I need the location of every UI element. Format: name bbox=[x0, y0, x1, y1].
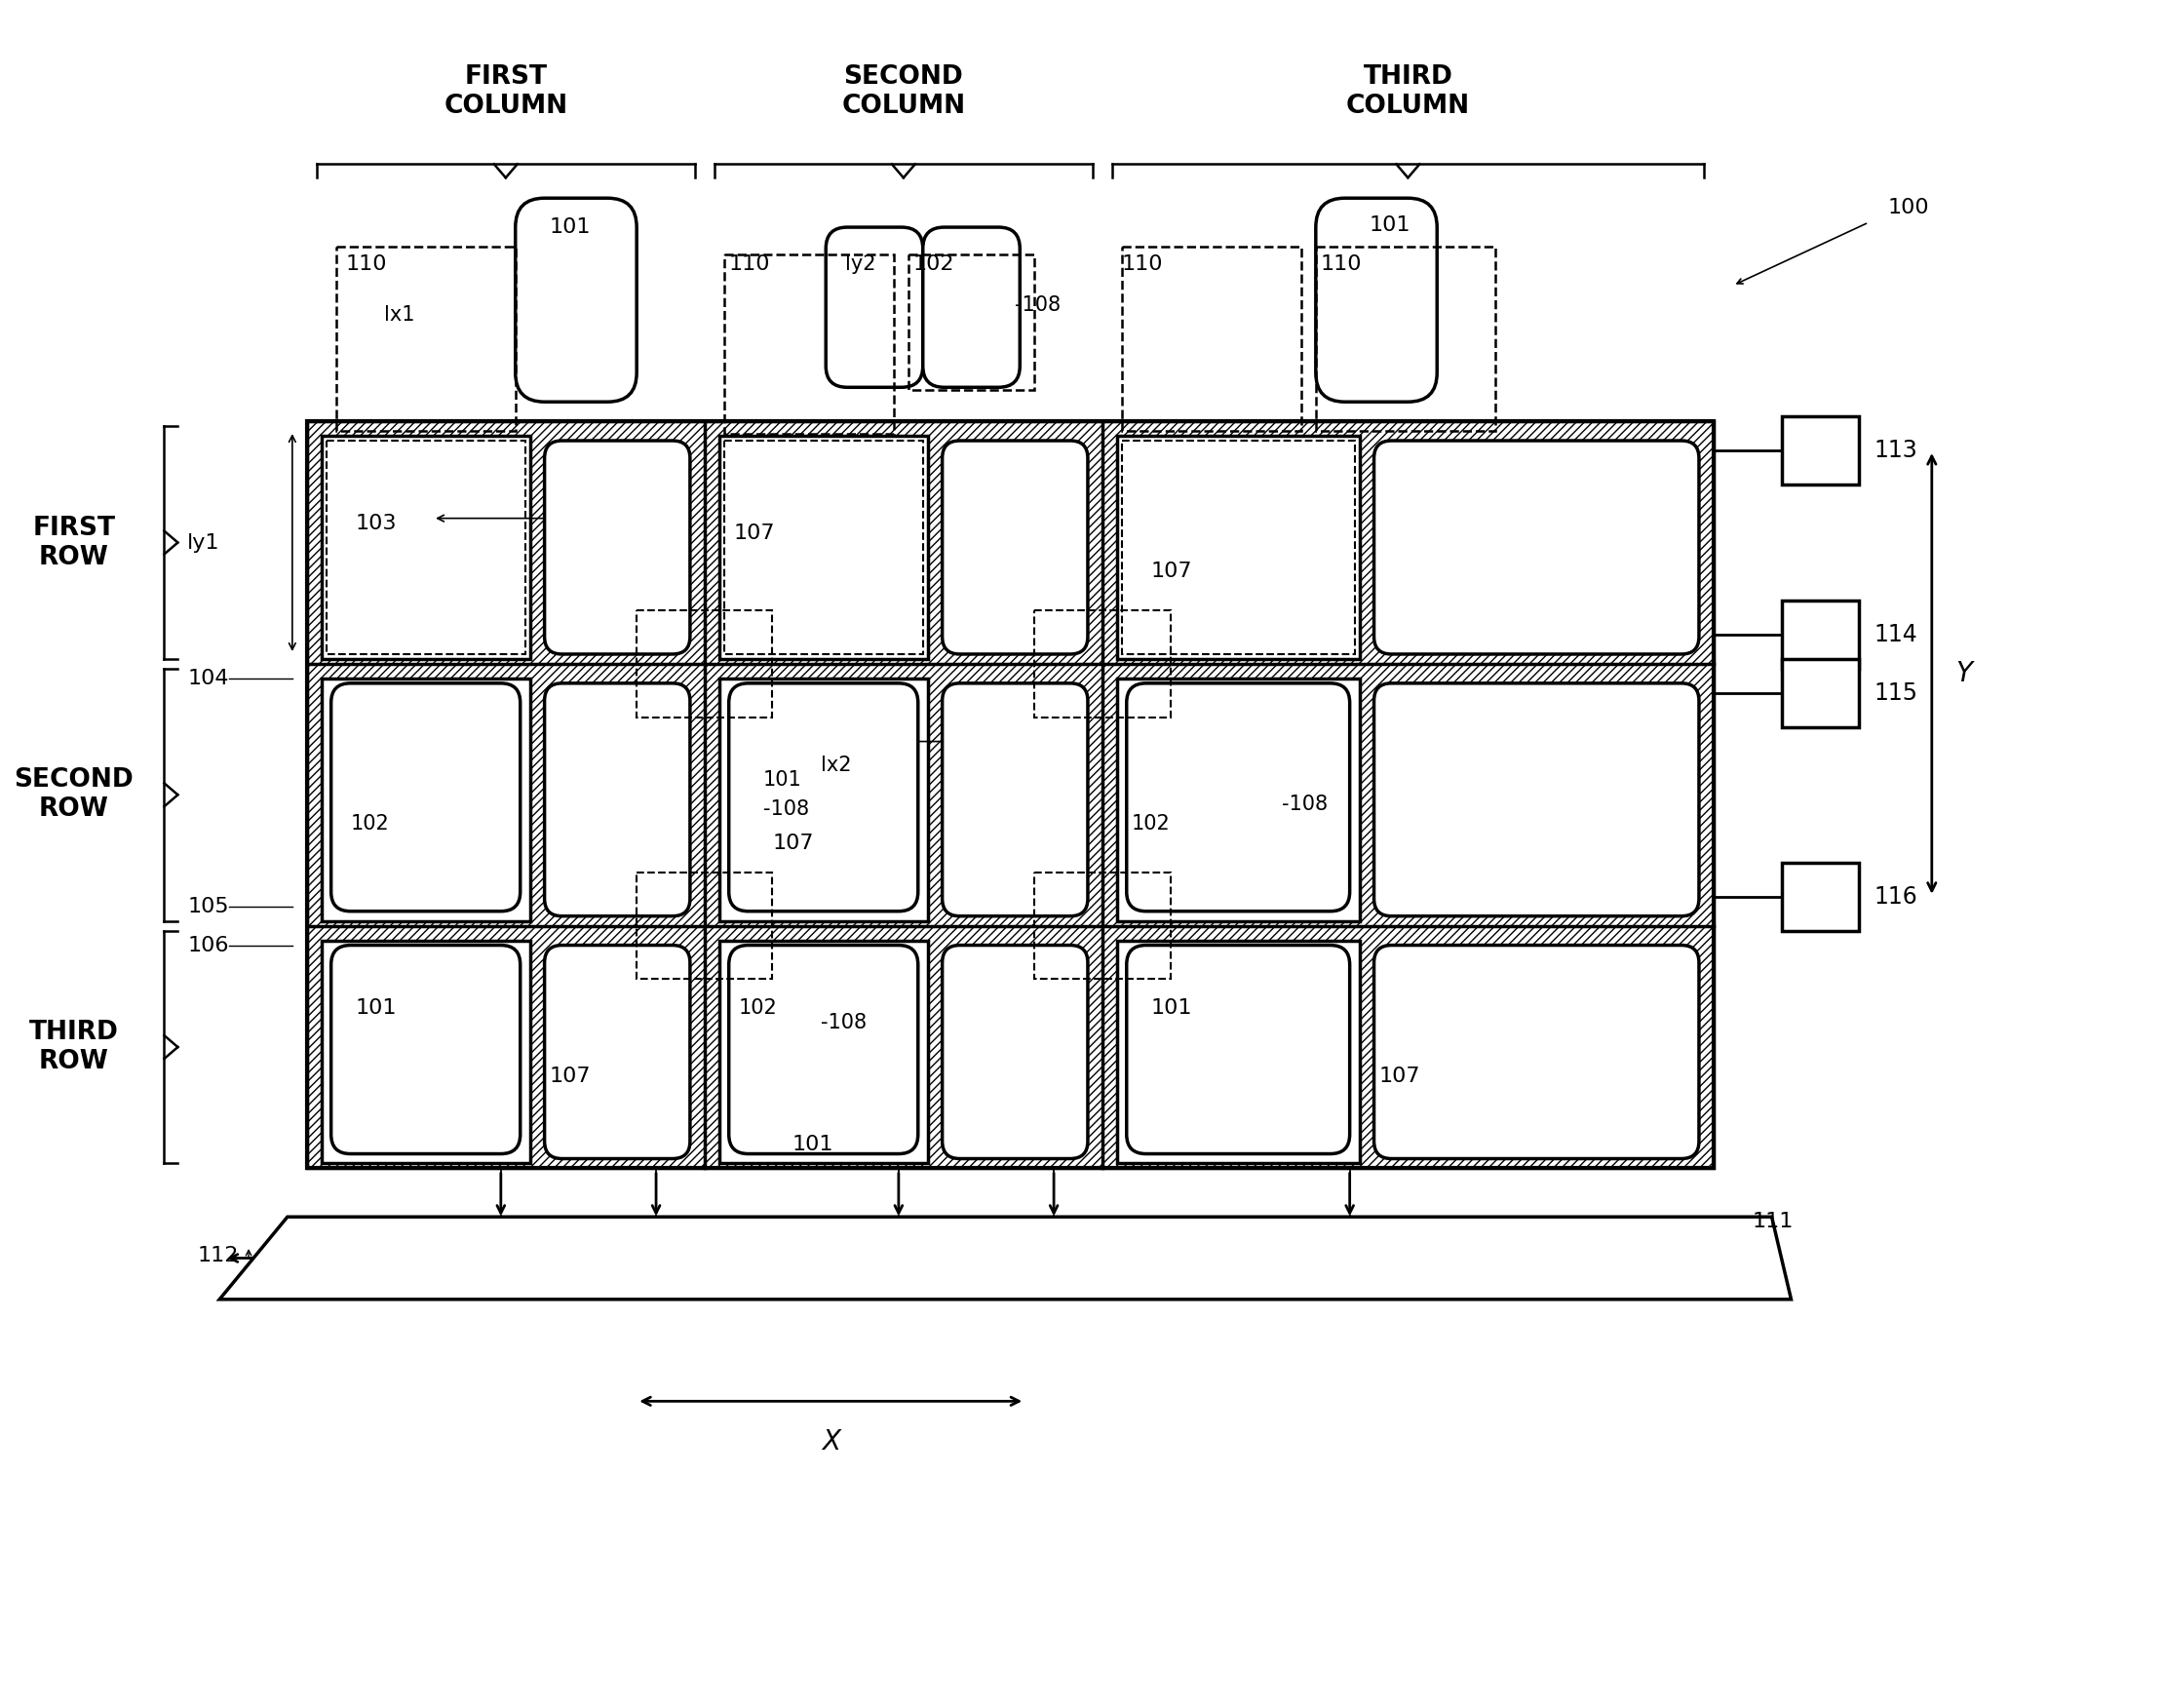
Bar bbox=[1316, 246, 1495, 430]
Text: 107: 107 bbox=[1378, 1066, 1420, 1086]
Text: FIRST
COLUMN: FIRST COLUMN bbox=[444, 65, 567, 118]
Bar bbox=[322, 941, 530, 1163]
Bar bbox=[636, 610, 773, 717]
FancyBboxPatch shape bbox=[941, 441, 1088, 654]
FancyBboxPatch shape bbox=[545, 945, 690, 1158]
Text: 101: 101 bbox=[762, 770, 801, 791]
Text: 106: 106 bbox=[188, 936, 229, 955]
Bar bbox=[1781, 659, 1859, 728]
Text: 107: 107 bbox=[734, 523, 775, 543]
Text: THIRD
COLUMN: THIRD COLUMN bbox=[1346, 65, 1469, 118]
Text: 101: 101 bbox=[1370, 215, 1411, 236]
Bar bbox=[909, 254, 1034, 389]
Text: 115: 115 bbox=[1874, 681, 1917, 705]
Text: SECOND
ROW: SECOND ROW bbox=[15, 767, 134, 822]
FancyBboxPatch shape bbox=[827, 227, 922, 388]
Text: 107: 107 bbox=[550, 1066, 591, 1086]
FancyBboxPatch shape bbox=[1374, 441, 1699, 654]
Text: lx2: lx2 bbox=[820, 757, 853, 775]
FancyBboxPatch shape bbox=[1127, 683, 1350, 912]
Text: ly1: ly1 bbox=[186, 533, 219, 552]
Bar bbox=[1117, 941, 1359, 1163]
Text: -108: -108 bbox=[762, 799, 809, 820]
Bar bbox=[1034, 610, 1171, 717]
Text: 107: 107 bbox=[773, 834, 814, 852]
Bar bbox=[322, 678, 530, 921]
Text: 113: 113 bbox=[1874, 439, 1917, 463]
Text: 100: 100 bbox=[1889, 198, 1930, 217]
Text: 110: 110 bbox=[1320, 254, 1361, 273]
Text: -108: -108 bbox=[1281, 794, 1329, 815]
Bar bbox=[725, 254, 894, 434]
Text: 102: 102 bbox=[1132, 815, 1171, 834]
Bar bbox=[1781, 863, 1859, 931]
Text: THIRD
ROW: THIRD ROW bbox=[30, 1020, 119, 1074]
FancyBboxPatch shape bbox=[545, 441, 690, 654]
Text: 102: 102 bbox=[913, 254, 954, 273]
Bar bbox=[307, 422, 1714, 1168]
FancyBboxPatch shape bbox=[1374, 945, 1699, 1158]
Text: 107: 107 bbox=[1151, 562, 1192, 581]
Text: 110: 110 bbox=[729, 254, 770, 273]
Polygon shape bbox=[219, 1216, 1792, 1300]
FancyBboxPatch shape bbox=[922, 227, 1019, 388]
Text: 102: 102 bbox=[738, 999, 777, 1018]
Text: 110: 110 bbox=[1121, 254, 1164, 273]
Text: 105: 105 bbox=[188, 897, 229, 915]
Text: 102: 102 bbox=[351, 815, 390, 834]
Bar bbox=[1034, 873, 1171, 979]
FancyBboxPatch shape bbox=[331, 683, 519, 912]
Text: lx1: lx1 bbox=[385, 304, 415, 325]
Bar bbox=[307, 422, 1714, 1168]
Bar bbox=[1781, 601, 1859, 670]
Text: ly2: ly2 bbox=[846, 254, 876, 273]
Text: 101: 101 bbox=[550, 217, 591, 237]
Text: 110: 110 bbox=[346, 254, 387, 273]
FancyBboxPatch shape bbox=[729, 945, 918, 1155]
FancyBboxPatch shape bbox=[1316, 198, 1437, 401]
FancyBboxPatch shape bbox=[1127, 945, 1350, 1155]
Bar bbox=[1117, 436, 1359, 659]
FancyBboxPatch shape bbox=[941, 683, 1088, 915]
Bar bbox=[718, 678, 928, 921]
Bar bbox=[327, 441, 526, 654]
Text: SECOND
COLUMN: SECOND COLUMN bbox=[842, 65, 965, 118]
Bar bbox=[322, 436, 530, 659]
Bar bbox=[636, 873, 773, 979]
FancyBboxPatch shape bbox=[729, 683, 918, 912]
Text: Y: Y bbox=[1956, 659, 1974, 687]
FancyBboxPatch shape bbox=[545, 683, 690, 915]
Text: 101: 101 bbox=[1151, 999, 1192, 1018]
Text: X: X bbox=[822, 1428, 840, 1455]
Text: 101: 101 bbox=[792, 1134, 833, 1155]
Bar bbox=[718, 941, 928, 1163]
Bar bbox=[335, 246, 515, 430]
Text: 104: 104 bbox=[188, 668, 229, 688]
Text: 112: 112 bbox=[197, 1245, 238, 1266]
Text: -108: -108 bbox=[820, 1013, 868, 1033]
Bar bbox=[718, 436, 928, 659]
Bar bbox=[1781, 417, 1859, 485]
Bar bbox=[1117, 678, 1359, 921]
Bar bbox=[1121, 246, 1301, 430]
Text: FIRST
ROW: FIRST ROW bbox=[32, 516, 115, 570]
FancyBboxPatch shape bbox=[331, 945, 519, 1155]
Text: 111: 111 bbox=[1753, 1213, 1794, 1231]
FancyBboxPatch shape bbox=[515, 198, 636, 401]
FancyBboxPatch shape bbox=[1374, 683, 1699, 915]
FancyBboxPatch shape bbox=[941, 945, 1088, 1158]
Bar bbox=[1121, 441, 1355, 654]
Text: 103: 103 bbox=[355, 514, 396, 533]
Text: -108: -108 bbox=[1015, 295, 1060, 314]
Text: 116: 116 bbox=[1874, 885, 1917, 909]
Text: 101: 101 bbox=[355, 999, 396, 1018]
Text: 114: 114 bbox=[1874, 623, 1917, 646]
Bar bbox=[725, 441, 922, 654]
